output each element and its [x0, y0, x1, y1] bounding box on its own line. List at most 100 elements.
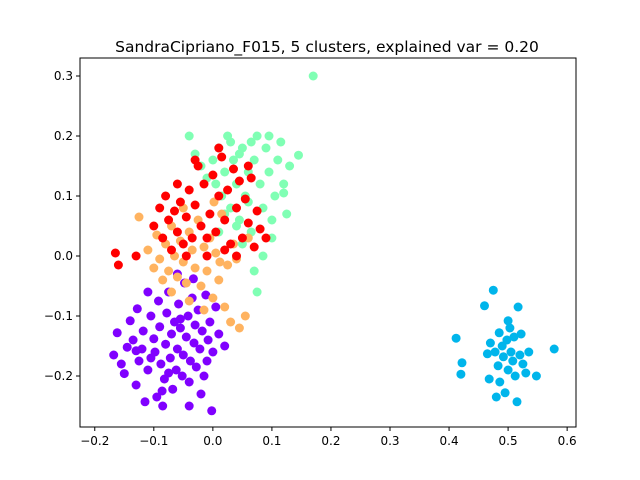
- point-series-0-53: [205, 317, 215, 327]
- point-series-4-46: [181, 251, 191, 261]
- point-series-0-54: [208, 347, 218, 357]
- point-series-1-7: [488, 285, 498, 295]
- point-series-4-4: [158, 233, 168, 243]
- point-series-4-40: [214, 143, 224, 153]
- point-series-1-8: [490, 347, 500, 357]
- point-series-2-28: [276, 137, 286, 147]
- point-series-4-39: [190, 155, 200, 165]
- point-series-0-61: [157, 386, 167, 396]
- point-series-4-22: [211, 227, 221, 237]
- point-series-2-0: [308, 71, 318, 81]
- point-series-0-18: [154, 296, 163, 306]
- point-series-0-24: [162, 308, 172, 318]
- point-series-4-1: [113, 260, 123, 270]
- point-series-4-44: [220, 245, 230, 255]
- point-series-4-23: [214, 191, 224, 201]
- point-series-4-21: [208, 170, 218, 180]
- point-series-0-17: [152, 392, 162, 402]
- point-series-4-38: [261, 233, 271, 243]
- point-series-0-30: [171, 365, 181, 375]
- point-series-0-6: [128, 335, 138, 345]
- point-series-3-35: [184, 296, 194, 306]
- point-series-1-17: [505, 323, 515, 333]
- point-series-4-13: [184, 185, 194, 195]
- point-series-4-2: [131, 251, 141, 261]
- point-series-4-47: [243, 161, 253, 171]
- point-series-0-34: [177, 371, 187, 381]
- point-series-4-15: [190, 200, 200, 210]
- point-series-0-52: [203, 335, 213, 345]
- point-series-2-6: [211, 179, 221, 189]
- point-series-0-37: [181, 332, 191, 342]
- point-series-4-36: [252, 206, 262, 216]
- point-series-4-35: [249, 242, 259, 252]
- point-series-0-62: [131, 346, 141, 356]
- point-series-2-41: [279, 188, 289, 198]
- point-series-0-63: [184, 401, 194, 411]
- point-series-4-45: [232, 251, 241, 261]
- point-series-0-23: [161, 339, 171, 349]
- point-series-4-18: [199, 179, 209, 189]
- point-series-2-9: [220, 167, 230, 177]
- point-series-2-23: [261, 143, 271, 153]
- point-series-2-37: [232, 221, 241, 231]
- point-series-0-58: [143, 287, 153, 297]
- point-series-1-6: [485, 338, 495, 348]
- point-series-2-26: [270, 191, 280, 201]
- point-series-3-2: [149, 263, 159, 273]
- point-series-3-32: [240, 311, 250, 321]
- point-series-0-38: [183, 311, 193, 321]
- point-series-3-31: [234, 323, 244, 333]
- point-series-3-36: [199, 305, 209, 315]
- point-series-2-19: [249, 155, 259, 165]
- point-series-2-42: [264, 131, 274, 141]
- y-tick-label: 0.1: [54, 189, 73, 203]
- point-series-0-65: [164, 368, 174, 378]
- point-series-3-10: [172, 272, 182, 282]
- point-series-0-21: [158, 401, 168, 411]
- x-tick-label: 0.0: [203, 434, 222, 448]
- point-series-3-18: [196, 281, 206, 291]
- y-axis: −0.2 −0.1 0.0 0.1 0.2 0.3: [44, 69, 80, 383]
- point-series-2-45: [226, 137, 236, 147]
- point-series-0-49: [199, 371, 209, 381]
- point-series-4-33: [243, 218, 253, 228]
- point-series-0-9: [134, 356, 144, 366]
- point-series-3-39: [215, 257, 225, 267]
- point-series-0-27: [167, 329, 176, 339]
- point-series-0-50: [201, 290, 211, 300]
- point-series-2-34: [258, 251, 268, 261]
- point-series-4-19: [202, 251, 212, 261]
- point-series-4-34: [246, 173, 256, 183]
- x-tick-label: 0.1: [262, 434, 281, 448]
- point-series-3-4: [155, 254, 165, 264]
- point-series-0-35: [178, 350, 188, 360]
- point-series-0-51: [202, 356, 212, 366]
- point-series-0-48: [197, 326, 207, 336]
- point-series-2-30: [282, 209, 292, 219]
- point-series-3-23: [211, 248, 221, 258]
- point-series-1-15: [502, 335, 512, 345]
- point-series-1-23: [513, 302, 523, 312]
- y-tick-label: 0.0: [54, 249, 73, 263]
- point-series-2-5: [208, 155, 218, 165]
- points-layer: [109, 71, 559, 416]
- point-series-4-30: [234, 176, 244, 186]
- point-series-3-1: [143, 245, 153, 255]
- point-series-1-27: [521, 368, 531, 378]
- point-series-0-26: [165, 353, 175, 363]
- point-series-0-67: [175, 314, 185, 324]
- point-series-2-27: [273, 155, 283, 165]
- point-series-3-19: [199, 242, 209, 252]
- x-tick-label: 0.6: [558, 434, 577, 448]
- point-series-1-28: [524, 347, 534, 357]
- point-series-3-24: [214, 275, 224, 285]
- point-series-1-32: [494, 328, 504, 338]
- point-series-3-16: [190, 263, 200, 273]
- point-series-0-39: [184, 377, 194, 387]
- point-series-0-66: [146, 353, 156, 363]
- point-series-0-11: [138, 326, 148, 336]
- x-tick-label: −0.2: [80, 434, 109, 448]
- point-series-0-56: [214, 329, 224, 339]
